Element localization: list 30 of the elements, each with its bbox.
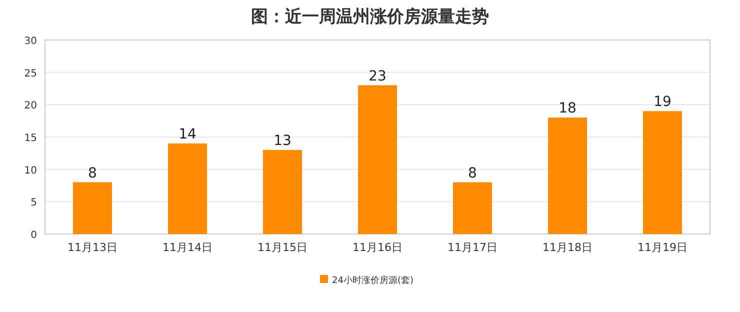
data-label: 14 (178, 126, 196, 142)
data-label: 19 (654, 94, 672, 110)
x-tick-label: 11月17日 (448, 241, 498, 254)
bar (643, 111, 682, 234)
data-label: 8 (88, 165, 97, 182)
y-tick-label: 25 (24, 68, 37, 80)
y-tick-label: 30 (24, 36, 37, 47)
y-tick-label: 20 (24, 100, 37, 112)
bar (453, 182, 492, 234)
bar (168, 143, 207, 234)
x-tick-label: 11月14日 (162, 241, 212, 254)
bar (263, 150, 302, 234)
data-label: 23 (368, 68, 386, 84)
y-tick-label: 0 (30, 230, 37, 241)
chart-title: 图：近一周温州涨价房源量走势 (251, 7, 489, 27)
x-tick-label: 11月15日 (258, 241, 308, 254)
bar (358, 85, 397, 234)
data-label: 8 (468, 165, 477, 182)
y-tick-label: 5 (30, 198, 37, 209)
x-tick-label: 11月16日 (352, 241, 402, 254)
x-tick-label: 11月19日 (638, 241, 688, 254)
bar (73, 182, 112, 234)
legend-label: 24小时涨价房源(套) (332, 275, 414, 286)
x-tick-label: 11月18日 (542, 241, 592, 254)
x-tick-label: 11月13日 (68, 241, 118, 254)
bar (548, 118, 587, 234)
data-label: 18 (558, 100, 576, 117)
y-tick-label: 10 (24, 165, 37, 176)
data-label: 13 (274, 132, 292, 149)
y-tick-label: 15 (24, 133, 37, 144)
